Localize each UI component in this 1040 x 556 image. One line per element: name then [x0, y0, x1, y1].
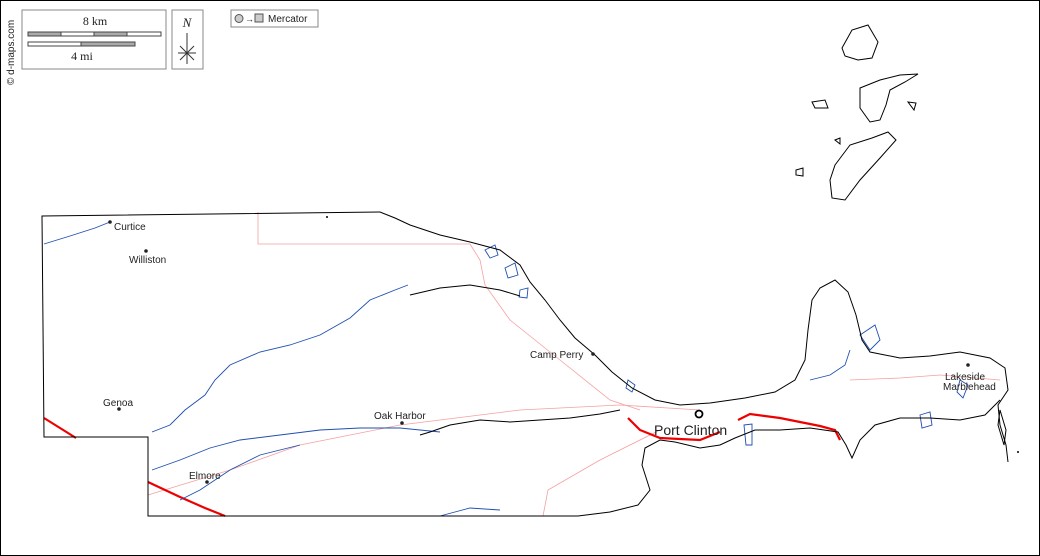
arrow: →	[245, 14, 254, 24]
place-dot	[591, 352, 595, 356]
county-border	[41, 211, 578, 517]
city-label: Port Clinton	[654, 422, 727, 438]
place-label: Marblehead	[943, 382, 996, 393]
place-dot	[117, 407, 121, 411]
projection: Mercator	[268, 14, 308, 25]
place-label: Williston	[129, 255, 166, 266]
city-marker	[694, 409, 704, 419]
north-arrow: N	[171, 9, 204, 70]
coastline-bay	[409, 284, 521, 297]
scale-bar: 8 km 4 mi	[21, 9, 167, 70]
coastline	[379, 211, 1009, 517]
place-label: Camp Perry	[530, 350, 583, 361]
place-dot	[144, 249, 148, 253]
scale-mi: 4 mi	[71, 49, 93, 63]
islands	[326, 24, 1019, 453]
place-label: Curtice	[114, 222, 146, 233]
place-label: Genoa	[103, 398, 133, 409]
scale-km: 8 km	[83, 14, 108, 28]
north-label: N	[182, 15, 193, 30]
place-dot	[400, 421, 404, 425]
place-dot	[966, 363, 970, 367]
place-label: Oak Harbor	[374, 411, 426, 422]
place-label: Lakeside	[945, 372, 985, 383]
places: Curtice Williston Genoa Oak Harbor Camp …	[103, 220, 996, 484]
credit: © d-maps.com	[6, 20, 17, 85]
rivers	[43, 221, 969, 517]
projection-box: → Mercator	[230, 9, 319, 28]
place-dot	[205, 480, 209, 484]
place-dot	[108, 220, 112, 224]
place-label: Elmore	[189, 471, 221, 482]
